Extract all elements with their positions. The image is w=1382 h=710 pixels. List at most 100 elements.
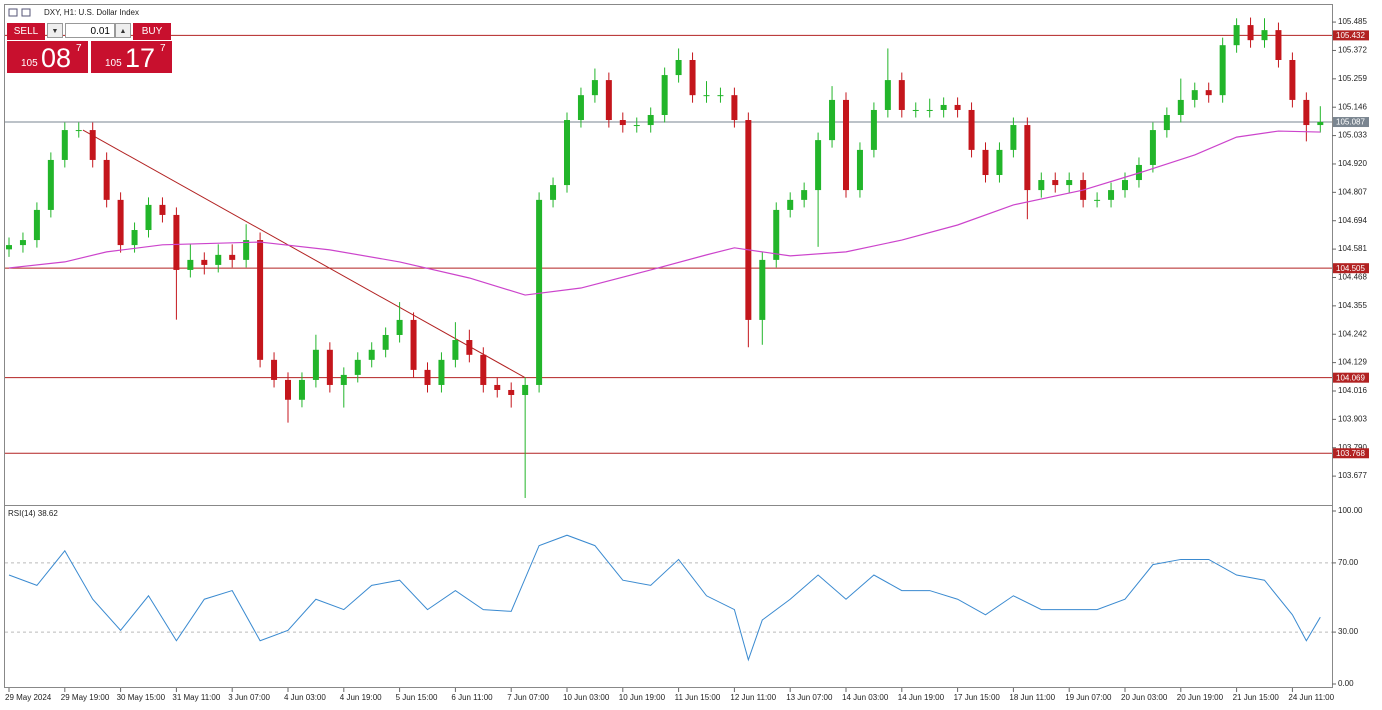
level-line-label: 103.768 <box>1336 449 1365 458</box>
candle-body <box>591 80 598 96</box>
x-tick-label: 30 May 15:00 <box>117 693 166 702</box>
bid-big: 105 <box>21 58 38 69</box>
rsi-label: RSI(14) 38.62 <box>8 509 58 518</box>
candle-body <box>675 59 682 76</box>
x-tick-label: 20 Jun 03:00 <box>1121 693 1168 702</box>
candle-body <box>159 204 166 215</box>
bid-price[interactable]: 105 08 7 <box>7 41 88 73</box>
ask-main: 17 <box>125 43 156 73</box>
ask-big: 105 <box>105 58 122 69</box>
current-price-box <box>1333 117 1369 128</box>
candle-body <box>61 130 68 160</box>
candle-body <box>1163 114 1170 131</box>
y-tick-label: 104.807 <box>1338 187 1367 196</box>
x-tick-label: 20 Jun 19:00 <box>1177 693 1224 702</box>
rsi-line <box>8 534 1321 662</box>
main-frame <box>4 4 1333 506</box>
level-line-box <box>1333 30 1369 41</box>
candle-body <box>1066 180 1073 186</box>
candle-body <box>257 240 264 360</box>
candle-body <box>1233 25 1240 46</box>
candle-body <box>577 95 584 121</box>
sell-button[interactable]: SELL <box>7 23 45 40</box>
level-line-box <box>1333 448 1369 459</box>
trendline <box>82 129 526 379</box>
y-tick-label: 104.129 <box>1338 358 1367 367</box>
x-tick-label: 4 Jun 19:00 <box>340 693 382 702</box>
rsi-tick-label: 100.00 <box>1338 506 1363 515</box>
x-tick-label: 29 May 19:00 <box>61 693 110 702</box>
candle-body <box>424 369 431 385</box>
candle-body <box>410 319 417 370</box>
x-tick-label: 24 Jun 11:00 <box>1288 693 1334 702</box>
candle-body <box>1122 180 1128 191</box>
level-line-label: 105.432 <box>1336 31 1365 40</box>
candle-body <box>1177 99 1184 115</box>
candle-body <box>856 149 863 191</box>
candle-body <box>285 379 291 400</box>
candle-body <box>6 245 12 250</box>
candle-body <box>1261 30 1268 41</box>
candle-body <box>773 209 780 260</box>
volume-up[interactable]: ▲ <box>115 23 131 38</box>
candle-body <box>215 254 222 265</box>
candle-body <box>75 130 82 132</box>
x-tick-label: 14 Jun 19:00 <box>898 693 945 702</box>
x-tick-label: 10 Jun 03:00 <box>563 693 610 702</box>
candle-body <box>1149 130 1156 165</box>
y-tick-label: 105.146 <box>1338 102 1367 111</box>
candle-body <box>103 159 110 200</box>
y-tick-label: 103.677 <box>1338 471 1367 480</box>
candle-body <box>1038 180 1045 191</box>
candle-body <box>187 259 194 270</box>
candle-body <box>131 230 138 246</box>
y-tick-label: 103.903 <box>1338 414 1367 423</box>
candle-body <box>1317 122 1324 126</box>
x-tick-label: 21 Jun 15:00 <box>1233 693 1280 702</box>
candle-body <box>815 140 822 191</box>
candle-body <box>801 190 808 200</box>
candle-body <box>494 384 501 390</box>
level-line-box <box>1333 372 1369 383</box>
candle-body <box>717 95 724 97</box>
y-tick-label: 104.468 <box>1338 273 1367 282</box>
y-tick-label: 104.242 <box>1338 329 1367 338</box>
chart-header: DXY, H1: U.S. Dollar Index <box>44 8 139 17</box>
candle-body <box>1289 59 1296 100</box>
candle-body <box>1275 30 1282 60</box>
candle-body <box>996 149 1003 176</box>
bid-sup: 7 <box>76 43 82 54</box>
x-tick-label: 5 Jun 15:00 <box>396 693 438 702</box>
volume-down[interactable]: ▼ <box>47 23 63 38</box>
ask-price[interactable]: 105 17 7 <box>91 41 172 73</box>
y-tick-label: 104.920 <box>1338 159 1367 168</box>
x-tick-label: 11 Jun 15:00 <box>675 693 721 702</box>
volume-input[interactable]: 0.01 <box>65 23 115 38</box>
candle-body <box>731 95 738 121</box>
y-tick-label: 104.016 <box>1338 386 1367 395</box>
moving-average <box>8 130 1321 296</box>
candle-body <box>536 199 543 385</box>
x-tick-label: 13 Jun 07:00 <box>786 693 833 702</box>
x-tick-label: 18 Jun 11:00 <box>1009 693 1055 702</box>
candle-body <box>33 209 40 241</box>
candle-body <box>145 204 152 231</box>
candle-body <box>522 384 529 396</box>
candle-body <box>1094 199 1101 201</box>
candle-body <box>243 240 250 260</box>
candle-body <box>940 104 947 110</box>
current-price-label: 105.087 <box>1336 118 1365 127</box>
x-tick-label: 19 Jun 07:00 <box>1065 693 1112 702</box>
candle-body <box>843 99 849 191</box>
x-tick-label: 12 Jun 11:00 <box>730 693 776 702</box>
rsi-frame <box>4 505 1333 688</box>
candle-body <box>954 104 961 110</box>
buy-button[interactable]: BUY <box>133 23 171 40</box>
candle-body <box>550 185 557 200</box>
rsi-tick-label: 70.00 <box>1338 558 1359 567</box>
candle-body <box>438 359 445 385</box>
y-tick-label: 103.790 <box>1338 443 1367 452</box>
candle-body <box>312 349 319 380</box>
candle-body <box>619 120 626 126</box>
